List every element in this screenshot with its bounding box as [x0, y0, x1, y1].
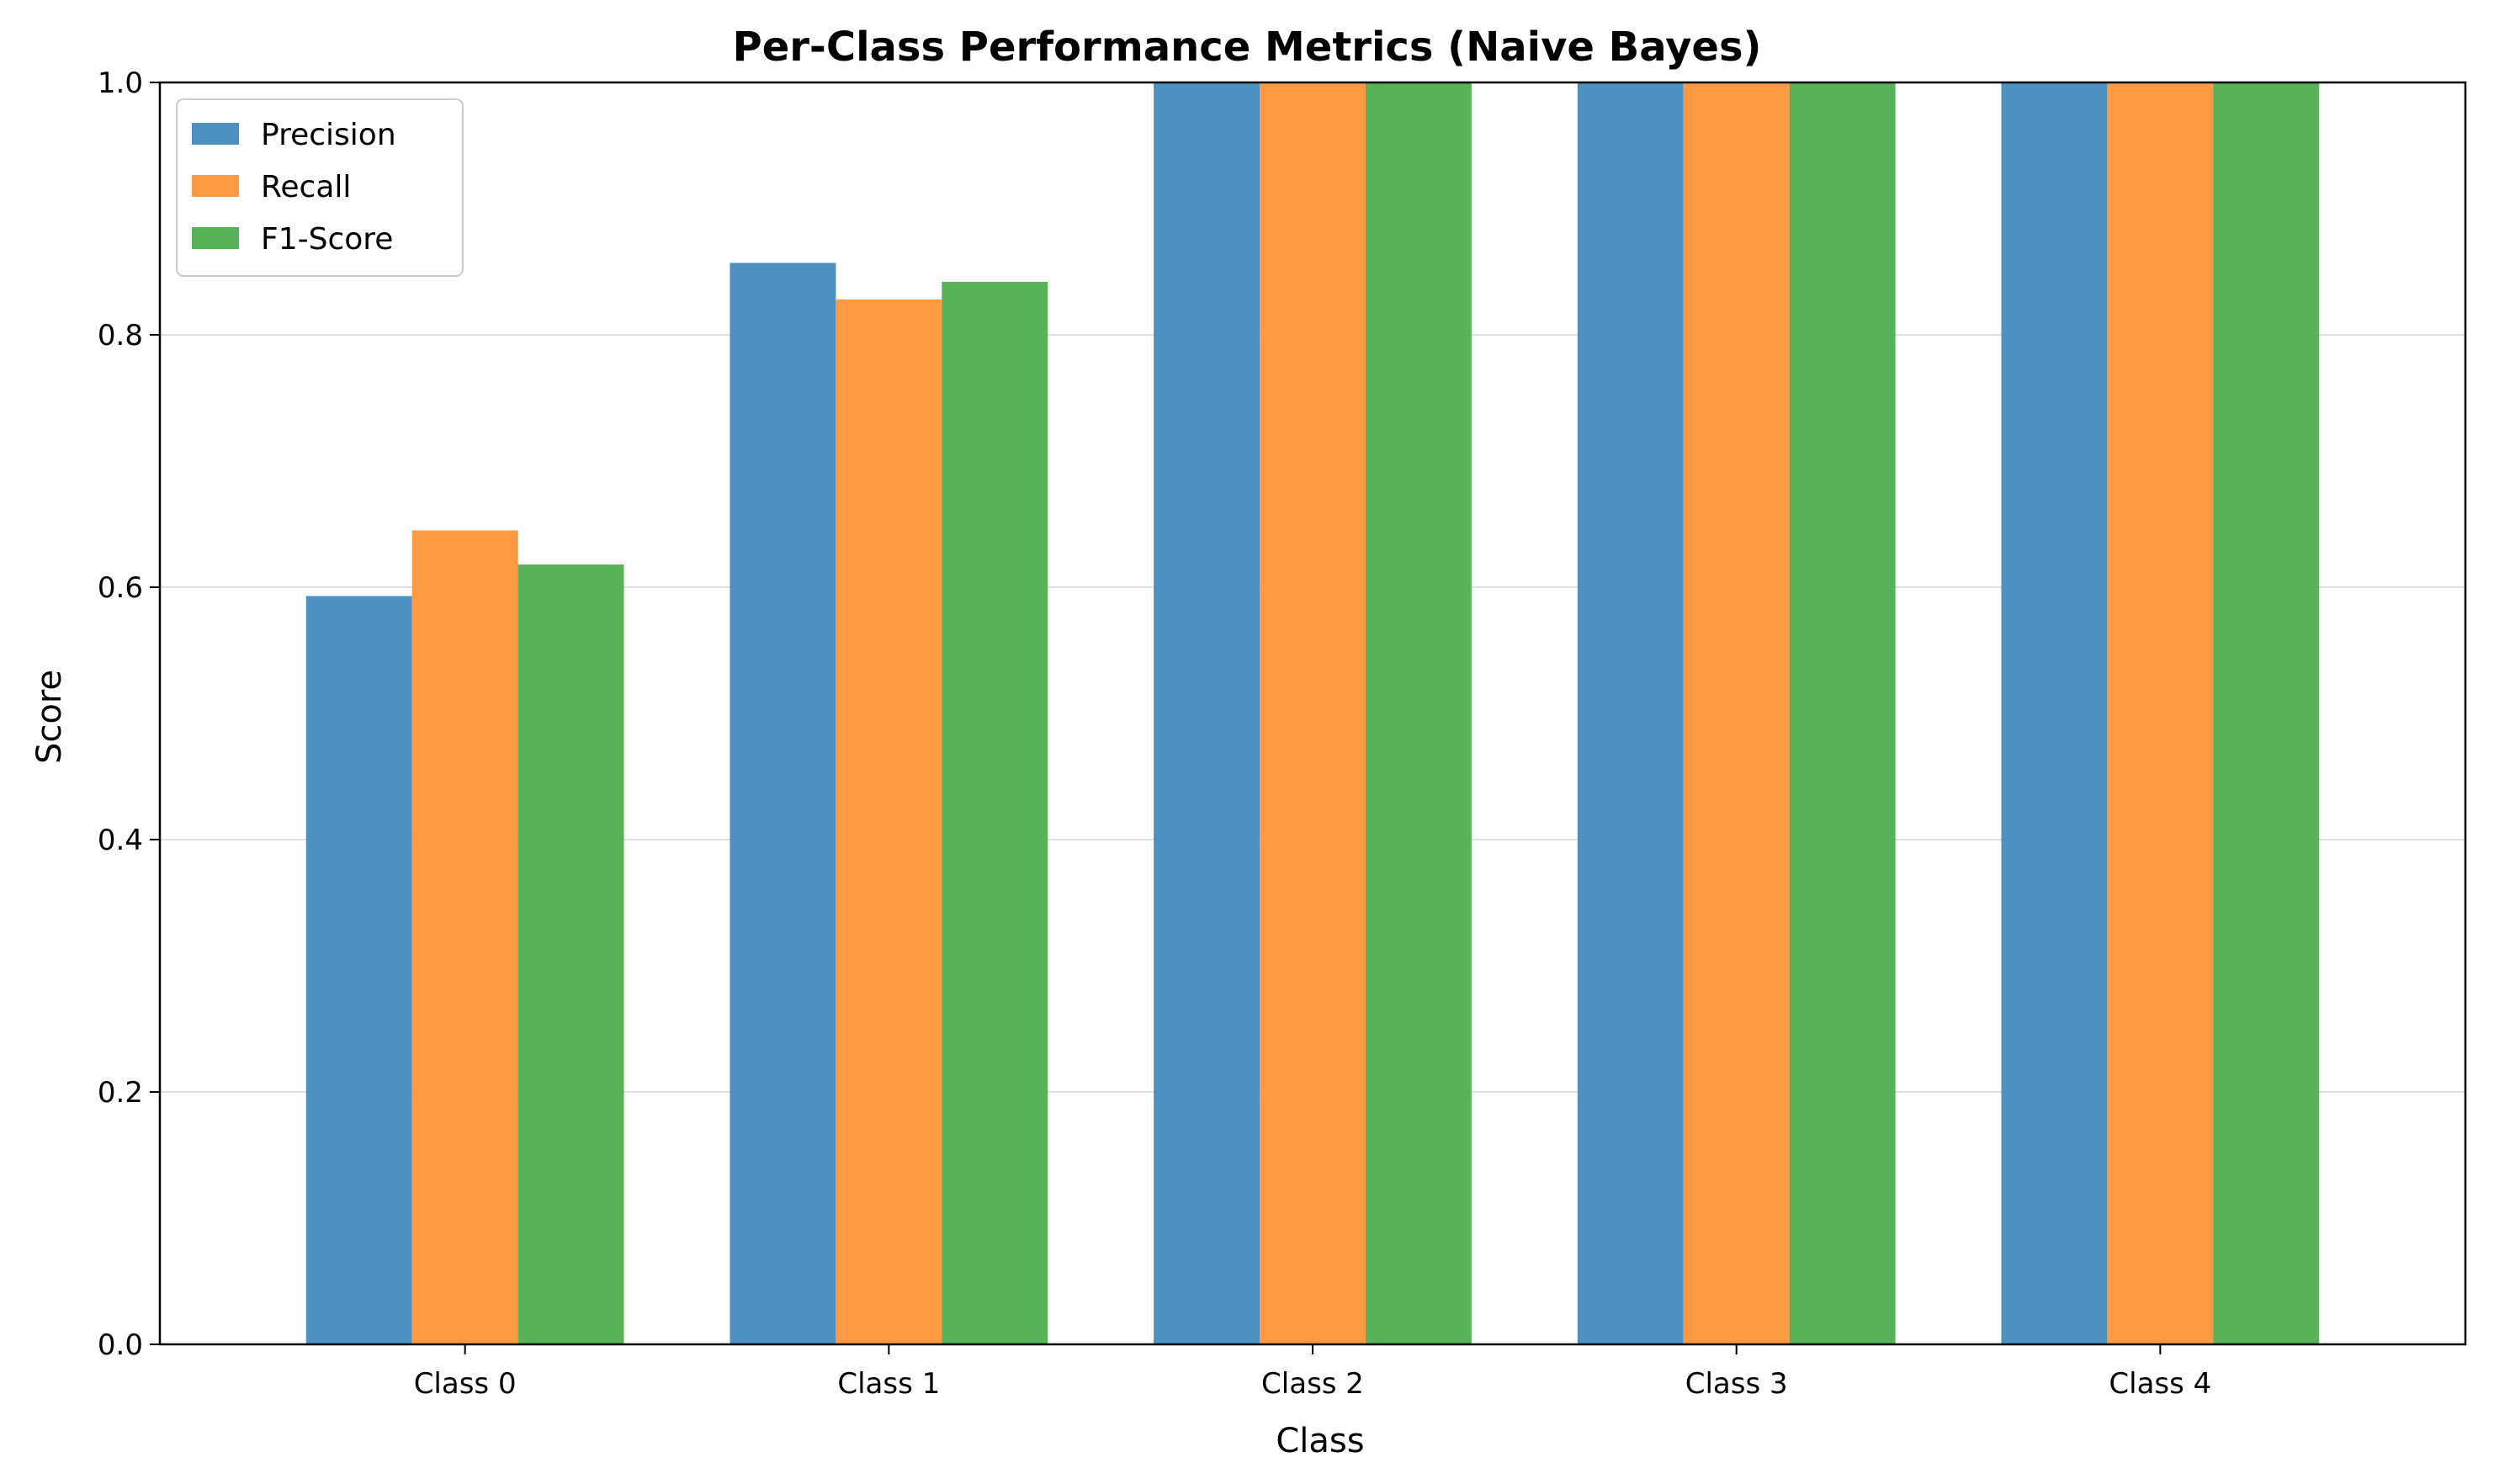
bar-f1-score-2	[1365, 82, 1472, 1344]
y-axis-label: Score	[30, 670, 69, 764]
bar-precision-3	[1577, 82, 1684, 1344]
bar-f1-score-1	[942, 282, 1048, 1344]
bar-recall-4	[2107, 82, 2214, 1344]
bar-recall-1	[836, 299, 942, 1344]
legend-label: Precision	[261, 118, 396, 152]
legend: Precision Recall F1-Score	[176, 98, 464, 277]
bar-precision-4	[2001, 82, 2108, 1344]
bar-recall-0	[411, 530, 518, 1344]
y-tick-label: 0.4	[98, 824, 143, 857]
y-tick-label: 0.6	[98, 571, 143, 605]
ticks: 0.0 0.2 0.4 0.6 0.8 1.0 Class 0 Class 1 Class 2 C…	[98, 66, 2211, 1401]
legend-box	[176, 98, 464, 277]
chart-title: Per-Class Performance Metrics (Naive Bay…	[733, 24, 1762, 71]
y-tick-label: 1.0	[98, 66, 143, 100]
x-tick-label: Class 2	[1261, 1367, 1364, 1401]
y-tick-label: 0.2	[98, 1076, 143, 1110]
legend-swatch	[192, 123, 239, 145]
bar-f1-score-3	[1789, 82, 1896, 1344]
bar-recall-2	[1260, 82, 1366, 1344]
y-tick-label: 0.0	[98, 1328, 143, 1362]
bar-precision-1	[730, 262, 836, 1344]
x-axis-label: Class	[1276, 1422, 1364, 1460]
bar-f1-score-0	[517, 564, 624, 1344]
legend-swatch	[192, 227, 239, 249]
bar-recall-3	[1683, 82, 1790, 1344]
legend-label: Recall	[261, 170, 351, 204]
x-tick-label: Class 1	[837, 1367, 940, 1401]
bar-f1-score-4	[2213, 82, 2320, 1344]
bar-precision-2	[1154, 82, 1260, 1344]
x-tick-label: Class 0	[414, 1367, 517, 1401]
legend-label: F1-Score	[261, 222, 393, 257]
bars	[305, 82, 2320, 1344]
x-tick-label: Class 3	[1685, 1367, 1788, 1401]
y-tick-label: 0.8	[98, 319, 143, 352]
x-tick-label: Class 4	[2109, 1367, 2211, 1401]
legend-swatch	[192, 175, 239, 197]
bar-precision-0	[305, 596, 412, 1344]
